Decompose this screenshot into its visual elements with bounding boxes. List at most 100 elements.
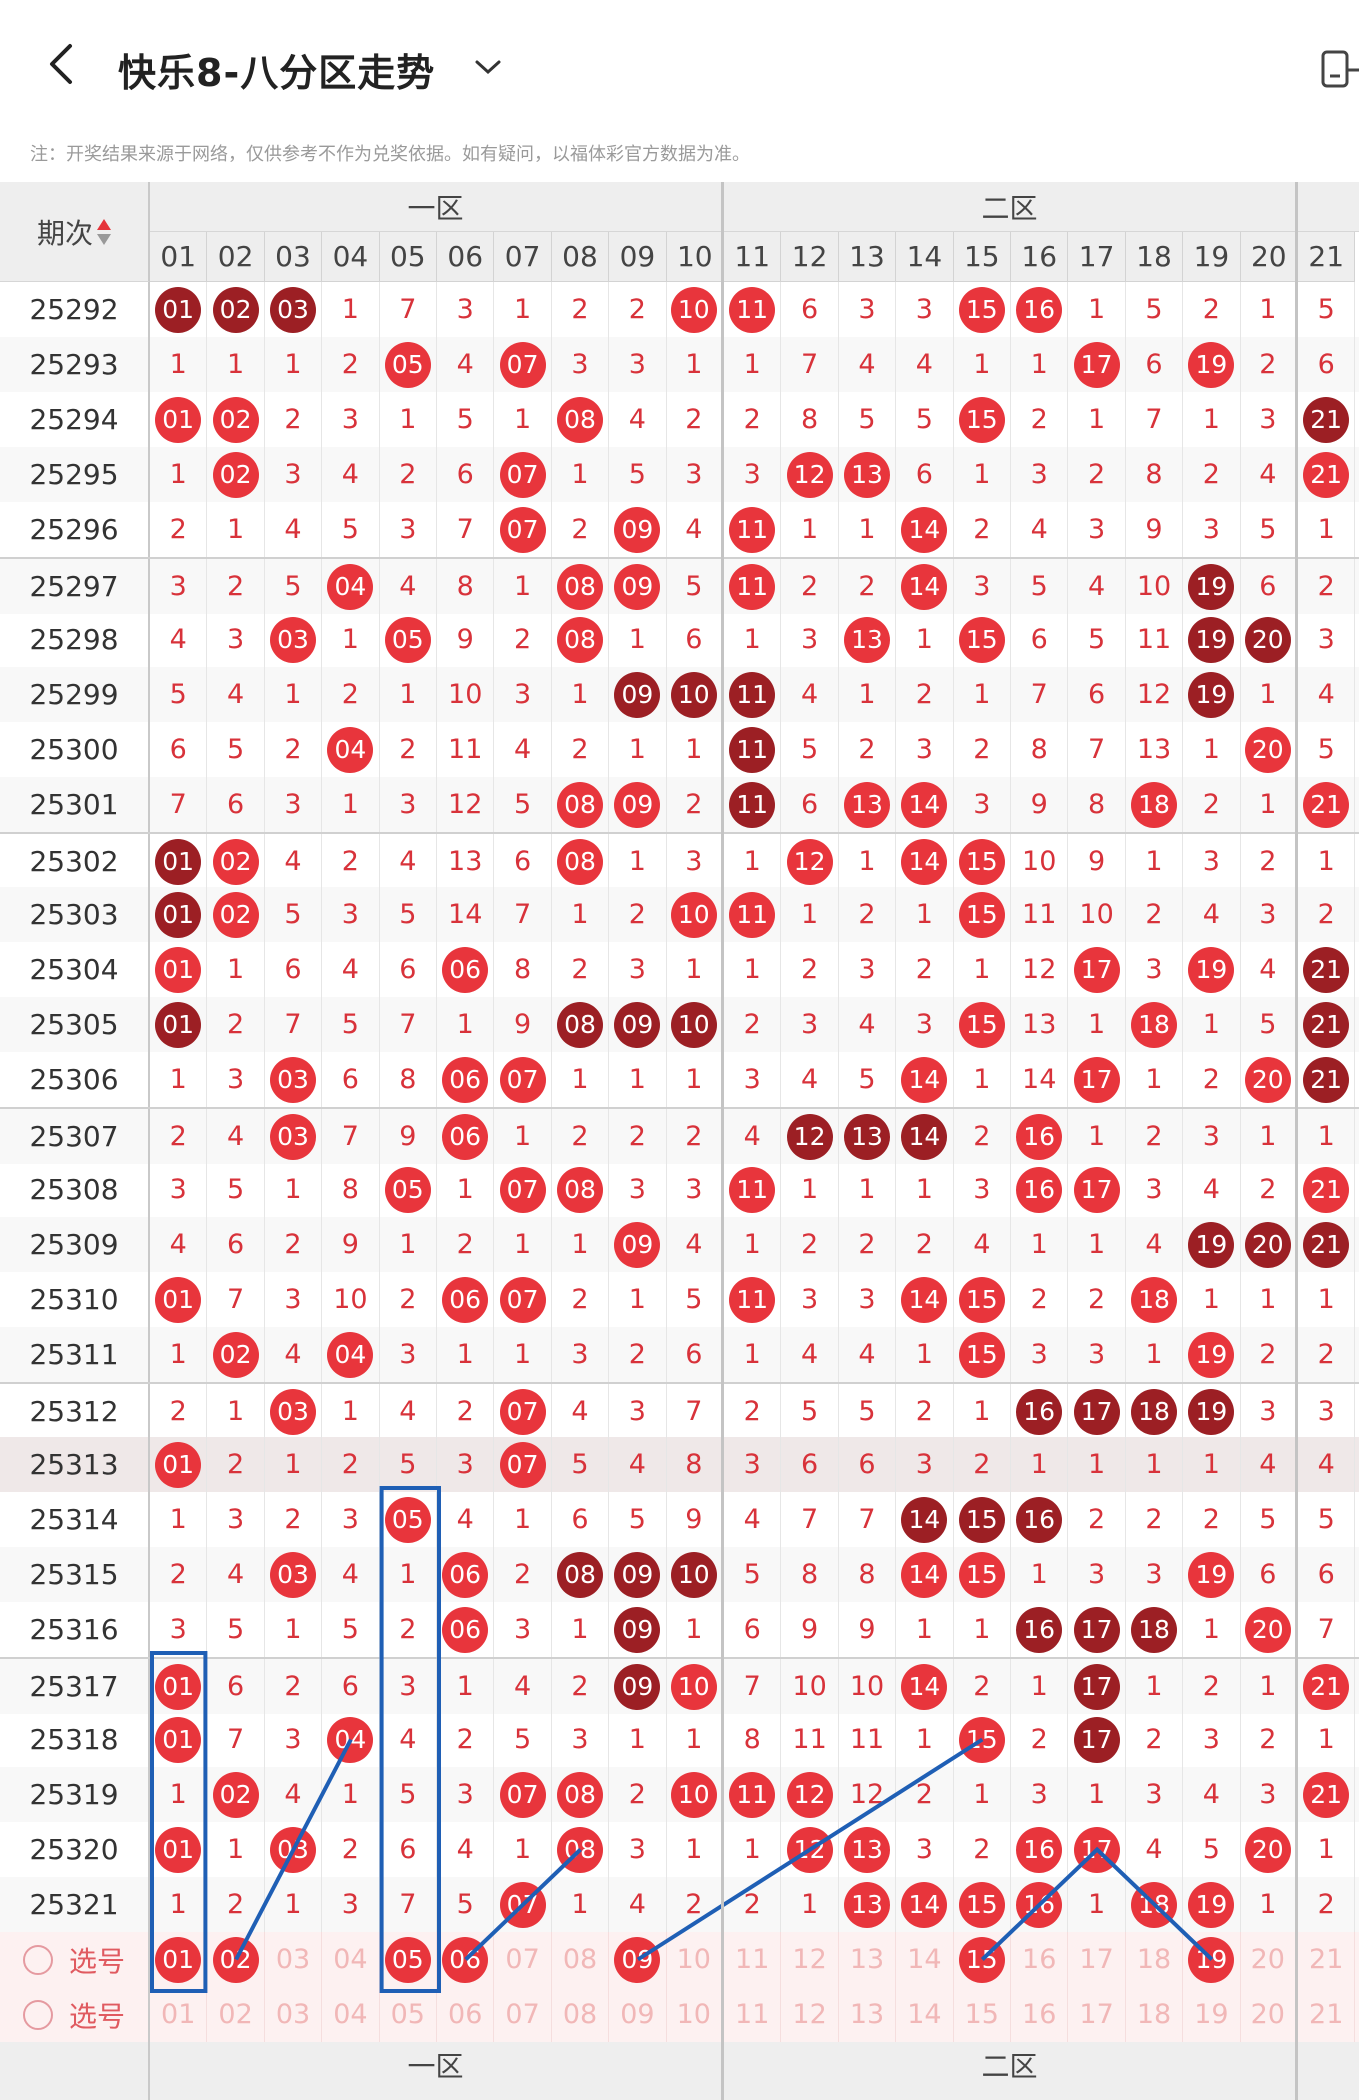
select-number-18[interactable]: 18 bbox=[1126, 1932, 1184, 1987]
radio-circle-icon[interactable] bbox=[22, 1999, 53, 2030]
select-number-05[interactable]: 05 bbox=[380, 1932, 437, 1987]
ball-16: 16 bbox=[1016, 1166, 1063, 1213]
chevron-down-icon[interactable] bbox=[473, 56, 503, 78]
select-number-13[interactable]: 13 bbox=[839, 1932, 897, 1987]
select-number-13[interactable]: 13 bbox=[839, 1987, 897, 2042]
radio-circle-icon[interactable] bbox=[22, 1944, 53, 1975]
sort-icon[interactable] bbox=[97, 217, 111, 247]
select-number-17[interactable]: 17 bbox=[1068, 1932, 1126, 1987]
drawn-ball: 18 bbox=[1126, 777, 1184, 832]
omission-value: 3 bbox=[1183, 834, 1241, 889]
omission-value: 12 bbox=[839, 1767, 897, 1822]
select-number-15[interactable]: 15 bbox=[954, 1932, 1011, 1987]
select-number-19[interactable]: 19 bbox=[1183, 1987, 1241, 2042]
omission-value: 2 bbox=[667, 1109, 724, 1164]
select-number-10[interactable]: 10 bbox=[667, 1987, 724, 2042]
drawn-ball: 09 bbox=[609, 1659, 667, 1714]
ball-19: 19 bbox=[1188, 341, 1235, 388]
ball-18: 18 bbox=[1130, 1388, 1177, 1435]
select-number-08[interactable]: 08 bbox=[552, 1987, 610, 2042]
select-number-03[interactable]: 03 bbox=[265, 1987, 323, 2042]
device-icon[interactable] bbox=[1320, 48, 1359, 90]
select-number-14[interactable]: 14 bbox=[896, 1987, 954, 2042]
ball-06: 06 bbox=[442, 1056, 489, 1103]
select-number-21[interactable]: 21 bbox=[1298, 1932, 1356, 1987]
omission-value: 2 bbox=[322, 1822, 380, 1877]
omission-value: 2 bbox=[1126, 1712, 1184, 1767]
ball-11: 11 bbox=[729, 1771, 776, 1818]
ball-11: 11 bbox=[729, 506, 776, 553]
select-number-09[interactable]: 09 bbox=[609, 1932, 667, 1987]
ball-01: 01 bbox=[155, 286, 202, 333]
select-number-03[interactable]: 03 bbox=[265, 1932, 323, 1987]
ball-21: 21 bbox=[1303, 1771, 1350, 1818]
select-number-05[interactable]: 05 bbox=[380, 1987, 437, 2042]
ball-05: 05 bbox=[384, 1496, 431, 1543]
select-number-18[interactable]: 18 bbox=[1126, 1987, 1184, 2042]
drawn-ball: 17 bbox=[1068, 1162, 1126, 1217]
table-row: 25296 2 1 4 5 3 7 07 2 09 4 11 1 1 14 2 4 3 9 3 5 1 bbox=[0, 502, 1359, 557]
omission-value: 4 bbox=[839, 337, 897, 392]
select-number-06[interactable]: 06 bbox=[437, 1987, 495, 2042]
select-number-07[interactable]: 07 bbox=[494, 1932, 552, 1987]
omission-value: 6 bbox=[322, 1052, 380, 1107]
selected-ball[interactable]: 02 bbox=[212, 1936, 259, 1983]
selected-ball[interactable]: 05 bbox=[384, 1936, 431, 1983]
drawn-ball: 10 bbox=[667, 1767, 724, 1822]
issue-column-header[interactable]: 期次 bbox=[0, 182, 150, 282]
drawn-ball: 16 bbox=[1011, 1162, 1069, 1217]
select-number-12[interactable]: 12 bbox=[781, 1987, 839, 2042]
drawn-ball: 04 bbox=[322, 1327, 380, 1382]
select-toggle[interactable]: 选号 bbox=[0, 1932, 150, 1987]
select-number-19[interactable]: 19 bbox=[1183, 1932, 1241, 1987]
selected-ball[interactable]: 01 bbox=[155, 1936, 202, 1983]
omission-value: 2 bbox=[839, 887, 897, 942]
chevron-left-icon[interactable] bbox=[42, 40, 82, 88]
ball-17: 17 bbox=[1073, 946, 1120, 993]
omission-value: 1 bbox=[954, 337, 1011, 392]
select-number-10[interactable]: 10 bbox=[667, 1932, 724, 1987]
select-number-02[interactable]: 02 bbox=[207, 1987, 265, 2042]
drawn-ball: 14 bbox=[896, 1877, 954, 1932]
drawn-ball: 03 bbox=[265, 1822, 323, 1877]
select-number-20[interactable]: 20 bbox=[1241, 1932, 1298, 1987]
select-number-15[interactable]: 15 bbox=[954, 1987, 1011, 2042]
select-number-12[interactable]: 12 bbox=[781, 1932, 839, 1987]
select-number-04[interactable]: 04 bbox=[322, 1987, 380, 2042]
select-number-06[interactable]: 06 bbox=[437, 1932, 495, 1987]
drawn-ball: 07 bbox=[494, 1437, 552, 1492]
select-number-01[interactable]: 01 bbox=[150, 1987, 208, 2042]
drawn-ball: 08 bbox=[552, 1547, 610, 1602]
select-number-14[interactable]: 14 bbox=[896, 1932, 954, 1987]
omission-value: 3 bbox=[380, 502, 437, 557]
omission-value: 6 bbox=[1241, 559, 1298, 614]
select-number-21[interactable]: 21 bbox=[1298, 1987, 1356, 2042]
select-number-02[interactable]: 02 bbox=[207, 1932, 265, 1987]
select-number-16[interactable]: 16 bbox=[1011, 1987, 1069, 2042]
issue-number: 25301 bbox=[0, 777, 150, 832]
selected-ball[interactable]: 09 bbox=[614, 1936, 661, 1983]
select-toggle[interactable]: 选号 bbox=[0, 1987, 150, 2042]
select-number-11[interactable]: 11 bbox=[724, 1932, 782, 1987]
selected-ball[interactable]: 19 bbox=[1188, 1936, 1235, 1983]
select-number-17[interactable]: 17 bbox=[1068, 1987, 1126, 2042]
selected-ball[interactable]: 15 bbox=[958, 1936, 1005, 1983]
drawn-ball: 17 bbox=[1068, 1822, 1126, 1877]
select-number-04[interactable]: 04 bbox=[322, 1932, 380, 1987]
bottom-zone-label-1: 一区 bbox=[150, 2042, 724, 2087]
omission-value: 2 bbox=[1183, 282, 1241, 337]
select-number-16[interactable]: 16 bbox=[1011, 1932, 1069, 1987]
select-number-09[interactable]: 09 bbox=[609, 1987, 667, 2042]
omission-value: 2 bbox=[896, 1384, 954, 1439]
select-number-07[interactable]: 07 bbox=[494, 1987, 552, 2042]
selected-ball[interactable]: 06 bbox=[442, 1936, 489, 1983]
select-number-08[interactable]: 08 bbox=[552, 1932, 610, 1987]
select-number-01[interactable]: 01 bbox=[150, 1932, 208, 1987]
select-number-11[interactable]: 11 bbox=[724, 1987, 782, 2042]
issue-number: 25300 bbox=[0, 722, 150, 777]
issue-number: 25320 bbox=[0, 1822, 150, 1877]
select-number-20[interactable]: 20 bbox=[1241, 1987, 1298, 2042]
ball-17: 17 bbox=[1073, 1826, 1120, 1873]
ball-14: 14 bbox=[901, 781, 948, 828]
omission-value: 1 bbox=[437, 997, 495, 1052]
